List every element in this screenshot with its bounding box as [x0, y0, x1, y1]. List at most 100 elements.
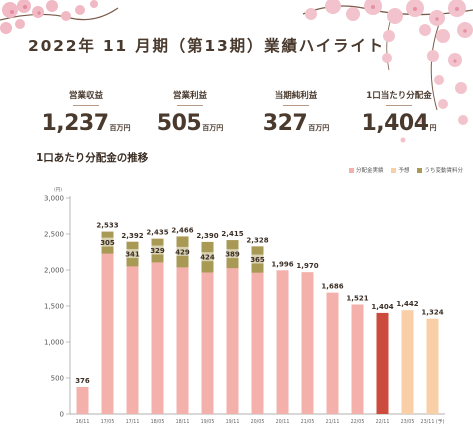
- kpi-unit: 百万円: [308, 124, 330, 132]
- x-tick-label: 21/05: [301, 419, 315, 425]
- x-tick-label: 23/11 (予): [421, 418, 445, 425]
- bar-value-label: 2,466: [171, 226, 193, 234]
- bar-value-label: 376: [75, 377, 90, 385]
- bar-2105: [301, 272, 314, 414]
- legend-label: うち変動賃料分: [424, 168, 463, 174]
- x-tick-label: 20/11: [276, 419, 290, 425]
- cherry-blossom-decoration-right: [302, 0, 473, 143]
- variable-rent-label-bg: [251, 254, 264, 264]
- bar-2311: [426, 318, 439, 414]
- variable-rent-label: 365: [250, 256, 265, 264]
- x-tick-label: 20/05: [251, 419, 265, 425]
- variable-rent-label-bg: [126, 249, 139, 259]
- y-tick-label: 500: [51, 375, 64, 383]
- legend-label: 分配金実績: [355, 168, 384, 174]
- bar-2211: [376, 312, 389, 414]
- x-tick-label: 16/11: [76, 419, 90, 425]
- x-tick-label: 23/05: [401, 419, 415, 425]
- x-tick-label: 17/05: [101, 419, 115, 425]
- y-tick-label: 0: [60, 411, 64, 419]
- legend-label: 予想: [398, 168, 410, 174]
- x-tick-label: 17/11: [126, 419, 140, 425]
- bar-value-label: 2,390: [196, 232, 218, 240]
- x-tick-label: 18/05: [151, 419, 165, 425]
- chart-title: 1口あたり分配金の推移: [36, 152, 149, 164]
- bar-1705: [101, 231, 114, 414]
- bar-value-label: 1,686: [321, 283, 343, 291]
- x-tick-label: 21/11: [326, 419, 340, 425]
- cherry-blossom-decoration-left: [0, 0, 119, 34]
- kpi-label: 営業利益: [172, 91, 207, 101]
- bar-value-label: 2,392: [121, 232, 143, 240]
- bar-2005: [251, 246, 264, 414]
- kpi-unit: 百万円: [202, 124, 224, 132]
- bar-value-label: 1,442: [396, 300, 418, 308]
- legend-item-actual: 分配金実績: [348, 166, 384, 174]
- bar-value-label: 1,970: [296, 262, 318, 270]
- variable-rent-label-bg: [176, 246, 189, 256]
- kpi-label: 1口当たり分配金: [366, 91, 432, 101]
- legend-item-forecast: 予想: [391, 166, 409, 174]
- bar-value-label: 1,521: [346, 294, 368, 302]
- bar-2111: [326, 292, 339, 414]
- x-tick-label: 19/05: [201, 419, 215, 425]
- bar-2011: [276, 270, 289, 414]
- bar-1611: [76, 386, 89, 414]
- x-tick-label: 22/11: [376, 419, 390, 425]
- variable-rent-label: 305: [100, 239, 115, 247]
- y-tick-label: 3,000: [44, 195, 64, 203]
- bar-2305: [401, 310, 414, 414]
- variable-rent-label: 389: [225, 251, 240, 259]
- variable-rent-label: 329: [150, 247, 165, 255]
- legend-item-variable-rent: うち変動賃料分: [417, 166, 463, 174]
- x-tick-label: 22/05: [351, 419, 365, 425]
- bar-value-label: 2,415: [221, 230, 243, 238]
- kpi-unit: 百万円: [109, 124, 131, 132]
- kpi-value: 1,404: [361, 111, 429, 136]
- y-tick-label: 2,500: [44, 231, 64, 239]
- bar-value-label: 2,328: [246, 236, 268, 244]
- bar-value-label: 1,996: [271, 260, 293, 268]
- variable-rent-label: 424: [200, 254, 215, 262]
- y-tick-label: 1,000: [44, 339, 64, 347]
- bar-1911: [226, 240, 239, 414]
- y-tick-label: 1,500: [44, 303, 64, 311]
- variable-rent-label-bg: [201, 252, 214, 262]
- bar-value-label: 2,435: [146, 229, 168, 237]
- kpi-net-income: 当期純利益 327百万円: [241, 89, 351, 136]
- x-tick-label: 18/11: [176, 419, 190, 425]
- variable-rent-label: 341: [125, 251, 140, 259]
- legend-swatch: [391, 167, 397, 173]
- kpi-divider: [386, 105, 412, 106]
- bar-1811: [176, 236, 189, 414]
- kpi-value: 505: [156, 111, 202, 136]
- kpi-label: 当期純利益: [274, 91, 318, 101]
- y-tick-label: 2,000: [44, 267, 64, 275]
- bar-1905: [201, 241, 214, 414]
- variable-rent-label: 429: [175, 248, 190, 256]
- bar-value-label: 2,533: [96, 222, 118, 230]
- variable-rent-label-bg: [226, 249, 239, 259]
- kpi-operating-revenue: 営業収益 1,237百万円: [31, 89, 141, 136]
- y-axis-unit: (円): [54, 187, 62, 193]
- bar-value-label: 1,404: [371, 303, 393, 311]
- kpi-divider: [73, 105, 99, 106]
- bar-2205: [351, 304, 364, 414]
- kpi-divider: [283, 105, 309, 106]
- variable-rent-label-bg: [151, 245, 164, 255]
- kpi-label: 営業収益: [68, 91, 103, 101]
- kpi-value: 1,237: [41, 111, 109, 136]
- kpi-distribution-per-unit: 1口当たり分配金 1,404円: [344, 89, 454, 136]
- legend-swatch: [348, 167, 354, 173]
- kpi-value: 327: [262, 111, 308, 136]
- legend-swatch: [417, 167, 423, 173]
- bar-1805: [151, 238, 164, 414]
- x-tick-label: 19/11: [226, 419, 240, 425]
- chart-legend: 分配金実績 予想 うち変動賃料分: [348, 166, 463, 174]
- variable-rent-label-bg: [101, 237, 114, 247]
- kpi-operating-income: 営業利益 505百万円: [135, 89, 245, 136]
- page-title: 2022年 11 月期（第13期）業績ハイライト: [28, 37, 385, 55]
- kpi-divider: [177, 105, 203, 106]
- kpi-unit: 円: [429, 124, 437, 132]
